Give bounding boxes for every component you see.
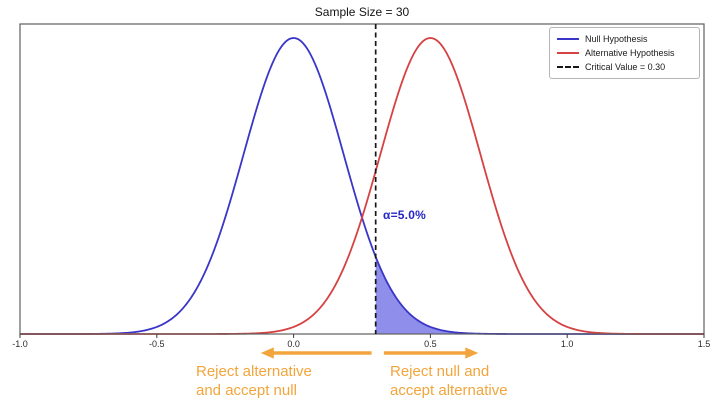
arrow-left-icon <box>260 347 274 359</box>
chart-title: Sample Size = 30 <box>314 5 410 19</box>
legend-line-sample-icon <box>557 66 579 68</box>
annotation-line-1: Reject null and <box>390 363 490 380</box>
x-tick-label: 0.5 <box>424 339 437 349</box>
arrow-right-icon <box>465 347 479 359</box>
legend: Null Hypothesis Alternative Hypothesis Cri… <box>549 27 700 79</box>
null-hypothesis-curve <box>20 37 704 335</box>
x-tick-label: 1.5 <box>697 339 711 349</box>
annotation-reject-null: Reject null and accept alternative <box>390 362 508 400</box>
annotation-line-2: and accept null <box>196 382 297 399</box>
annotation-line-1: Reject alternative <box>196 363 312 380</box>
legend-entry: Null Hypothesis <box>557 34 692 44</box>
legend-line-sample-icon <box>557 52 579 54</box>
annotation-line-2: accept alternative <box>390 382 508 399</box>
legend-label: Alternative Hypothesis <box>585 48 675 58</box>
alternative-hypothesis-curve <box>20 37 704 335</box>
alpha-shaded-region <box>375 256 704 334</box>
legend-entry: Critical Value = 0.30 <box>557 62 692 72</box>
x-tick-label: 1.0 <box>560 339 574 349</box>
x-tick-label: -0.5 <box>149 339 165 349</box>
legend-label: Null Hypothesis <box>585 34 648 44</box>
x-tick-label: -1.0 <box>12 339 28 349</box>
legend-line-sample-icon <box>557 38 579 40</box>
legend-entry: Alternative Hypothesis <box>557 48 692 58</box>
plot-border <box>19 23 705 335</box>
legend-label: Critical Value = 0.30 <box>585 62 666 72</box>
annotation-reject-alternative: Reject alternative and accept null <box>196 362 312 400</box>
alpha-annotation: α=5.0% <box>383 208 426 222</box>
x-tick-label: 0.0 <box>287 339 300 349</box>
